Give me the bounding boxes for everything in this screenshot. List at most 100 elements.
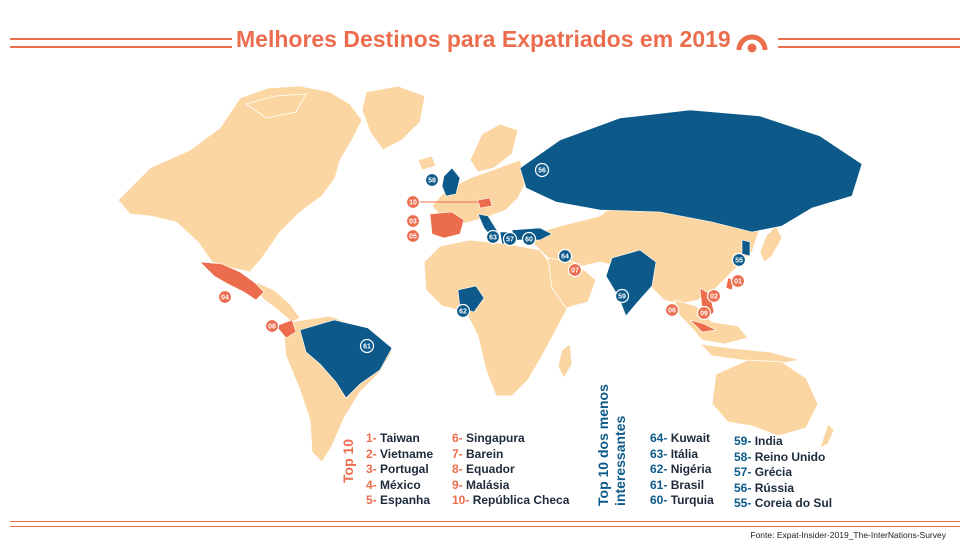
top10-list-1: 1- Taiwan 2- Vietname 3- Portugal 4- México… [366, 431, 433, 509]
list-item: 3- Portugal [366, 462, 433, 478]
pin-09: 09 [696, 305, 712, 321]
pin-03: 03 [405, 213, 421, 229]
pin-circle [614, 288, 630, 304]
rank-number: 58- [734, 449, 752, 464]
pin-62: 62 [455, 303, 471, 319]
pin-label: 07 [571, 268, 579, 275]
list-item: 56- Rússia [734, 481, 832, 497]
australia-land [711, 359, 819, 437]
pin-label: 55 [735, 258, 743, 265]
arabia-land [547, 257, 597, 309]
pin-label: 60 [525, 237, 533, 244]
indonesia-land [698, 343, 801, 365]
pin-label: 02 [710, 294, 718, 301]
rank-number: 59- [734, 434, 752, 448]
new-zealand-land [819, 423, 835, 449]
greenland-land [361, 85, 426, 151]
pin-label: 10 [409, 200, 417, 207]
rank-number: 60- [650, 493, 668, 507]
pin-10: 10 [405, 194, 421, 210]
mexico-region [199, 261, 265, 301]
uk-region [441, 167, 461, 197]
pin-circle [359, 338, 375, 354]
rank-number: 56- [734, 480, 752, 495]
rank-number: 63- [650, 446, 668, 461]
japan-land [759, 225, 783, 263]
list-item: 8- Equador [452, 462, 569, 478]
rank-number: 55- [734, 496, 752, 510]
bottom10-list-2: 59- India 58- Reino Unido 57- Grécia 56- Rú… [734, 434, 832, 512]
country-name: Grécia [754, 465, 793, 479]
country-name: Equador [466, 462, 515, 476]
pin-circle [521, 231, 537, 247]
country-name: México [380, 477, 421, 492]
list-item: 5- Espanha [366, 493, 433, 509]
country-name: Espanha [380, 493, 431, 507]
rank-number: 10- [452, 493, 470, 507]
top10-list-2: 6- Singapura 7- Barein 8- Equador 9- Malási… [452, 431, 569, 509]
rank-number: 64- [650, 431, 668, 445]
pin-label: 06 [668, 308, 676, 315]
madagascar-land [557, 343, 573, 379]
country-name: Taiwan [380, 431, 420, 445]
india-region [605, 249, 657, 317]
scandinavia-land [469, 123, 519, 173]
top10-label: Top 10 [340, 438, 356, 483]
list-item: 59- India [734, 434, 832, 450]
title-rule-right [778, 38, 960, 48]
pin-circle [405, 194, 421, 210]
list-item: 1- Taiwan [366, 431, 433, 447]
list-item: 60- Turquia [650, 493, 714, 509]
bottom10-list-1: 64- Kuwait 63- Itália 62- Nigéria 61- Brasi… [650, 431, 714, 509]
rank-number: 5- [366, 493, 377, 507]
list-item: 57- Grécia [734, 465, 832, 481]
pin-circle [264, 318, 280, 334]
country-name: Kuwait [670, 431, 711, 445]
pin-60: 60 [521, 231, 537, 247]
list-item: 4- México [366, 478, 433, 494]
pin-label: 05 [409, 234, 417, 241]
country-name: Turquia [670, 493, 714, 507]
pin-label: 57 [506, 237, 514, 244]
ecuador-region [275, 319, 297, 339]
rank-number: 3- [366, 462, 377, 476]
pin-circle [664, 302, 680, 318]
list-item: 63- Itália [650, 447, 714, 463]
list-item: 7- Barein [452, 447, 569, 463]
list-item: 6- Singapura [452, 431, 569, 447]
pin-circle [731, 252, 747, 268]
malaysia-region [688, 319, 717, 333]
pin-56: 56 [534, 162, 550, 178]
pin-circle [485, 229, 501, 245]
title-rule-left [10, 38, 232, 48]
pin-55: 55 [731, 252, 747, 268]
pin-64: 64 [557, 248, 573, 264]
pin-circle [706, 288, 722, 304]
page-title: Melhores Destinos para Expatriados em 20… [236, 26, 731, 52]
country-name: Malásia [466, 477, 510, 492]
title-row: Melhores Destinos para Expatriados em 20… [0, 22, 972, 62]
rank-number: 8- [452, 462, 463, 476]
pin-label: 09 [700, 311, 708, 318]
pin-label: 64 [561, 254, 569, 261]
rank-number: 6- [452, 431, 463, 445]
pin-05: 05 [405, 228, 421, 244]
country-name: Vietname [380, 446, 434, 461]
country-name: Coreia do Sul [754, 496, 833, 510]
country-name: Barein [466, 446, 504, 461]
pin-59: 59 [614, 288, 630, 304]
rank-number: 9- [452, 477, 463, 492]
pin-06: 06 [664, 302, 680, 318]
pin-circle [502, 231, 518, 247]
korea-region [741, 239, 751, 257]
pin-04: 04 [217, 289, 233, 305]
list-item: 55- Coreia do Sul [734, 496, 832, 512]
pin-label: 63 [489, 235, 497, 242]
list-item: 58- Reino Unido [734, 450, 832, 466]
list-item: 2- Vietname [366, 447, 433, 463]
pin-circle [730, 273, 746, 289]
pin-label: 61 [363, 344, 371, 351]
north-america-land [117, 85, 363, 273]
pin-label: 03 [409, 219, 417, 226]
